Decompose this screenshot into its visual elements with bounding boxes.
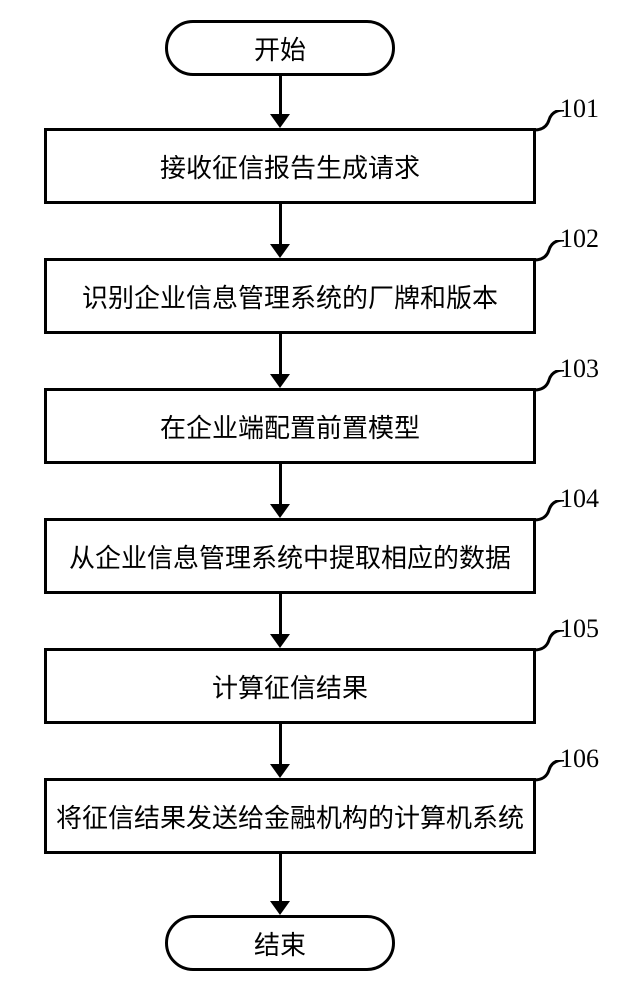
arrow-5-head: [270, 634, 290, 648]
step-103: 在企业端配置前置模型: [44, 388, 536, 464]
terminal-start-label: 开始: [254, 30, 306, 67]
step-num-106: 106: [560, 744, 599, 774]
step-106-label: 将征信结果发送给金融机构的计算机系统: [56, 798, 524, 835]
step-103-label: 在企业端配置前置模型: [160, 408, 420, 445]
step-num-104: 104: [560, 484, 599, 514]
arrow-6-head: [270, 764, 290, 778]
flowchart-canvas: 开始 接收征信报告生成请求 识别企业信息管理系统的厂牌和版本 在企业端配置前置模…: [0, 0, 635, 1000]
step-105: 计算征信结果: [44, 648, 536, 724]
terminal-end-label: 结束: [254, 925, 306, 962]
step-num-102: 102: [560, 224, 599, 254]
arrow-1-head: [270, 114, 290, 128]
arrow-3-head: [270, 374, 290, 388]
arrow-2: [279, 204, 282, 244]
step-101: 接收征信报告生成请求: [44, 128, 536, 204]
arrow-4-head: [270, 504, 290, 518]
step-102-label: 识别企业信息管理系统的厂牌和版本: [82, 278, 498, 315]
step-num-105: 105: [560, 614, 599, 644]
arrow-7: [279, 854, 282, 901]
arrow-7-head: [270, 901, 290, 915]
step-102: 识别企业信息管理系统的厂牌和版本: [44, 258, 536, 334]
arrow-1: [279, 76, 282, 118]
step-104: 从企业信息管理系统中提取相应的数据: [44, 518, 536, 594]
step-101-label: 接收征信报告生成请求: [160, 148, 420, 185]
terminal-end: 结束: [165, 915, 395, 971]
step-num-103: 103: [560, 354, 599, 384]
terminal-start: 开始: [165, 20, 395, 76]
step-num-101: 101: [560, 94, 599, 124]
step-104-label: 从企业信息管理系统中提取相应的数据: [69, 538, 511, 575]
arrow-2-head: [270, 244, 290, 258]
step-106: 将征信结果发送给金融机构的计算机系统: [44, 778, 536, 854]
arrow-6: [279, 724, 282, 764]
step-105-label: 计算征信结果: [212, 668, 368, 705]
arrow-4: [279, 464, 282, 504]
arrow-5: [279, 594, 282, 634]
arrow-3: [279, 334, 282, 374]
